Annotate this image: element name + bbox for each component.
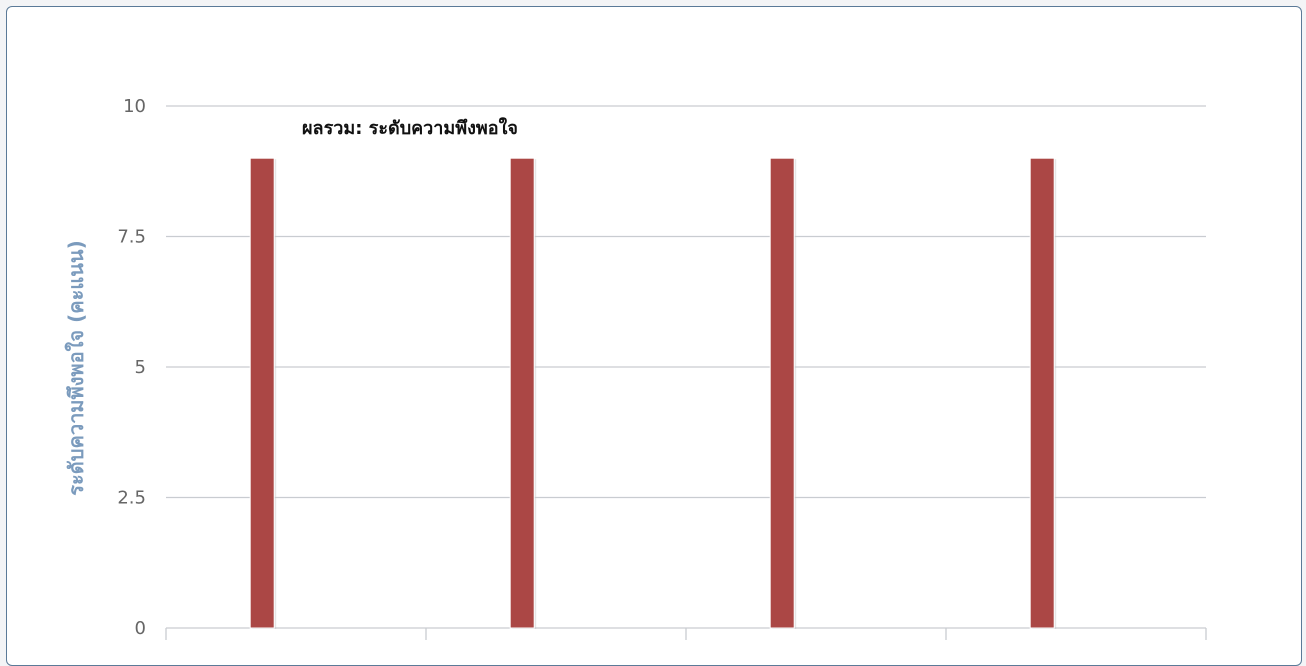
chart-panel — [6, 6, 1302, 666]
bar — [249, 157, 275, 629]
y-tick-label: 5 — [135, 357, 146, 378]
y-axis-ticks: 0 2.5 5 7.5 10 — [117, 96, 146, 639]
x-axis — [165, 628, 1207, 640]
bar — [1029, 157, 1055, 629]
y-axis-label: ระดับความพึงพอใจ (คะแนน) — [64, 240, 88, 495]
bar-chart: 0 2.5 5 7.5 10 ระดับความพึงพอใจ (คะแนน) ผลรว… — [64, 96, 1207, 640]
bars — [249, 157, 1057, 629]
y-tick-label: 7.5 — [117, 227, 146, 248]
y-tick-label: 10 — [123, 96, 146, 117]
bar — [769, 157, 795, 629]
y-tick-label: 0 — [135, 618, 146, 639]
y-tick-label: 2.5 — [117, 488, 146, 509]
bar — [509, 157, 535, 629]
chart-title: ผลรวม: ระดับความพึงพอใจ — [302, 117, 518, 139]
